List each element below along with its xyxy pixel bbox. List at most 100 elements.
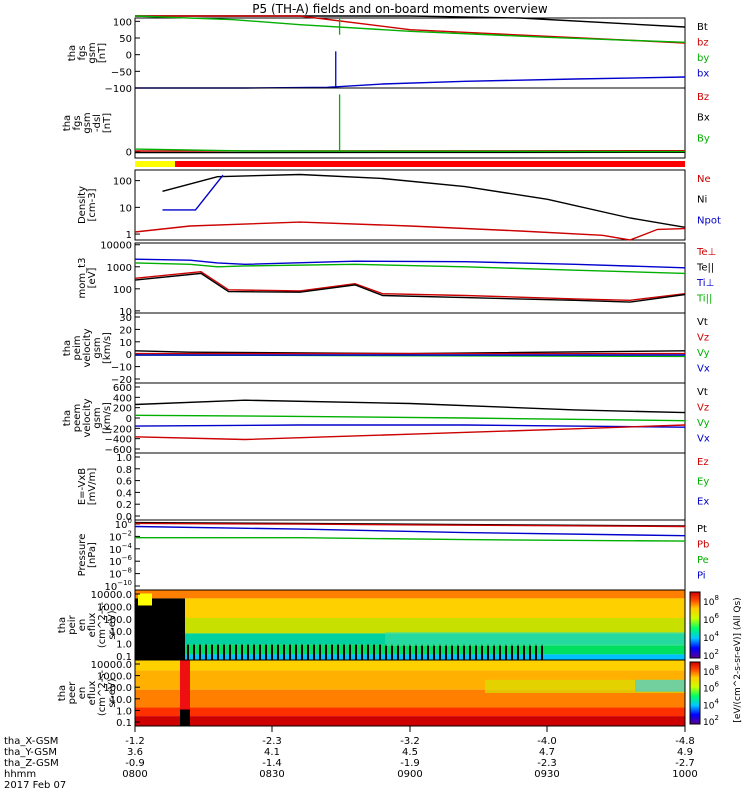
y-axis-label: [eV]: [87, 268, 98, 289]
y-tick-label: 30: [119, 313, 132, 324]
spectrogram-band: [135, 716, 685, 726]
legend-Ti⊥: Ti⊥: [696, 278, 714, 289]
y-axis-label: [cm-3]: [87, 188, 98, 221]
y-axis-label: [nPa]: [87, 542, 98, 568]
legend-Vt: Vt: [697, 387, 708, 398]
spectrogram-stripe: [475, 645, 477, 660]
spectrogram-stripe: [391, 645, 393, 660]
colorbar-tick-label: 104: [703, 697, 719, 711]
colorbar-tick-label: 104: [703, 630, 719, 644]
legend-bz: bz: [697, 38, 709, 49]
axes-frame: [135, 243, 685, 313]
legend-Vx: Vx: [697, 364, 710, 375]
y-tick-label: 0.4: [116, 488, 132, 499]
spectrogram-stripe: [193, 645, 195, 660]
spectrogram-stripe: [277, 645, 279, 660]
footer-value: -2.3: [537, 758, 557, 769]
legend-Vz: Vz: [697, 333, 709, 344]
legend-Vy: Vy: [697, 348, 710, 359]
legend-Bx: Bx: [697, 113, 710, 124]
colorbar-tick-label: 102: [703, 714, 719, 728]
footer-value: 4.9: [677, 747, 693, 758]
spectrogram-stripe: [289, 645, 291, 660]
legend-Vz: Vz: [697, 403, 709, 414]
legend-Te⊥: Te⊥: [696, 247, 716, 258]
spectrogram-stripe: [295, 645, 297, 660]
colorbar-tick-label: 106: [703, 681, 719, 695]
footer-value: 0930: [534, 769, 559, 780]
quality-bar: [135, 161, 685, 167]
legend-Ez: Ez: [697, 457, 709, 468]
axes-frame: [135, 520, 685, 590]
footer-row-label: tha_Y-GSM: [4, 747, 57, 758]
y-axis-label: [nT]: [102, 113, 113, 133]
series-Vz: [135, 425, 685, 440]
spectrogram-stripe: [463, 645, 465, 660]
y-tick-label: 100: [113, 17, 132, 28]
footer-value: -3.2: [400, 736, 420, 747]
footer-value: 4.7: [539, 747, 555, 758]
series-Vt: [135, 400, 685, 412]
legend-Bt: Bt: [697, 22, 708, 33]
spectrogram-band: [135, 618, 685, 633]
footer-row-label: tha_X-GSM: [4, 736, 58, 747]
legend-by: by: [697, 53, 709, 64]
spectrogram-stripe: [331, 645, 333, 660]
legend-Ni: Ni: [697, 195, 707, 206]
footer-value: -4.0: [537, 736, 557, 747]
spectrogram-stripe: [355, 645, 357, 660]
spectrogram-stripe: [427, 645, 429, 660]
spectrogram-stripe: [217, 645, 219, 660]
spectrogram-stripe: [481, 645, 483, 660]
y-tick-label: 100: [113, 285, 132, 296]
footer-value: 0800: [122, 769, 147, 780]
colorbar-strip: [690, 592, 700, 658]
y-axis-label: [km/s]: [102, 332, 113, 364]
y-axis-label: sr-eV): [107, 610, 118, 639]
y-tick-label: 0: [126, 148, 132, 159]
y-tick-label: 10000.0: [91, 590, 132, 601]
spectrogram-stripe: [415, 645, 417, 660]
spectrogram-stripe: [343, 645, 345, 660]
legend-Bz: Bz: [697, 92, 709, 103]
y-tick-label: 1.0: [116, 706, 132, 717]
spectrogram-stripe: [361, 645, 363, 660]
legend-Vt: Vt: [697, 317, 708, 328]
spectrogram-stripe: [367, 645, 369, 660]
legend-Pi: Pi: [697, 571, 706, 582]
series-Ne: [135, 222, 685, 240]
spectrogram-stripe: [493, 645, 495, 660]
footer-value: 0830: [259, 769, 284, 780]
spectrogram-stripe: [313, 645, 315, 660]
spectrogram-band: [135, 660, 685, 671]
spectrogram-stripe: [541, 645, 543, 660]
spectrogram-stripe: [187, 645, 189, 660]
spectrogram-stripe: [451, 645, 453, 660]
figure-title: P5 (TH-A) fields and on-board moments ov…: [252, 2, 548, 16]
y-tick-label: −50: [111, 67, 132, 78]
legend-Te||: Te||: [696, 263, 714, 274]
legend-Pt: Pt: [697, 524, 707, 535]
y-tick-label: 50: [119, 34, 132, 45]
spectrogram-stripe: [403, 645, 405, 660]
footer-value: -1.9: [400, 758, 420, 769]
footer-value: -4.8: [675, 736, 695, 747]
y-axis-label: sr-eV): [107, 678, 118, 707]
footer-value: -0.9: [125, 758, 145, 769]
spectrogram-stripe: [529, 645, 531, 660]
y-tick-label: 1: [126, 230, 132, 241]
series-Te||: [135, 273, 685, 302]
quality-bar-segment: [135, 161, 175, 167]
colorbar-tick-label: 108: [703, 664, 719, 678]
spectrogram-stripe: [433, 645, 435, 660]
spectrogram-stripe: [445, 645, 447, 660]
spectrogram-stripe: [373, 645, 375, 660]
y-axis-label: [mV/m]: [87, 468, 98, 506]
series-Npot: [163, 175, 224, 210]
legend-By: By: [697, 133, 710, 144]
